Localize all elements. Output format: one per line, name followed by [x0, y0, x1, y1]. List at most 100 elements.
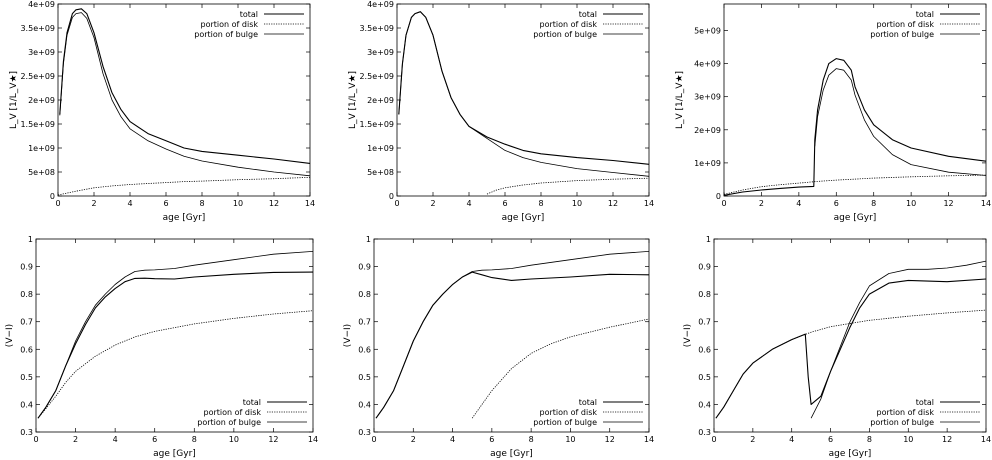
x-tick-label: 10: [233, 199, 243, 208]
x-axis-label: age [Gyr]: [829, 449, 872, 459]
series-line-portion-of-disk: [715, 309, 987, 419]
y-tick-label: 0.8: [20, 290, 33, 299]
x-tick-label: 12: [605, 435, 615, 444]
x-tick-label: 12: [942, 435, 952, 444]
x-tick-label: 4: [127, 199, 132, 208]
x-tick-label: 4: [450, 435, 455, 444]
x-tick-label: 8: [538, 199, 543, 208]
x-tick-label: 4: [789, 435, 794, 444]
x-tick-label: 12: [943, 199, 953, 208]
series-line-total: [59, 8, 311, 164]
y-tick-label: 3.5e+09: [20, 24, 55, 33]
chart-panel-6: 0 2 4 6 8 10 12 14 0.3 0.4 0.5 0.6 0.7 0.8 0.9 1 age [Gy…: [683, 235, 991, 459]
y-tick-label: 2.5e+09: [359, 72, 394, 81]
x-tick-label: 10: [572, 199, 582, 208]
y-axis-label: (V−I): [5, 324, 15, 347]
legend-label: portion of disk: [540, 408, 598, 417]
y-axis-label: L_V [1/L_V★]: [675, 71, 685, 129]
y-tick-label: 2e+09: [367, 96, 394, 105]
x-axis-label: age [Gyr]: [490, 449, 533, 459]
plot-frame: [396, 3, 650, 197]
y-tick-label: 0.8: [358, 290, 371, 299]
y-axis-label: (V−I): [343, 324, 353, 347]
y-tick-label: 3e+09: [28, 48, 55, 57]
x-tick-label: 12: [269, 199, 279, 208]
y-tick-label: 0.4: [698, 400, 711, 409]
x-tick-label: 14: [981, 199, 991, 208]
x-tick-label: 6: [502, 199, 507, 208]
x-tick-label: 0: [711, 435, 716, 444]
legend-label: total: [579, 10, 597, 19]
series-line-portion-of-bulge: [810, 260, 987, 419]
legend-label: portion of disk: [540, 20, 598, 29]
x-tick-label: 12: [608, 199, 618, 208]
y-tick-label: 3e+09: [367, 48, 394, 57]
series-line-portion-of-disk: [471, 318, 650, 419]
y-tick-label: 0.5: [20, 373, 33, 382]
legend-label: total: [243, 398, 261, 407]
x-tick-label: 6: [152, 435, 157, 444]
chart-panel-4: 0 2 4 6 8 10 12 14 0.3 0.4 0.5 0.6 0.7 0.8 0.9 1 age [Gy…: [5, 235, 318, 459]
legend-label: portion of bulge: [533, 30, 597, 39]
x-axis-label: age [Gyr]: [502, 213, 545, 223]
x-tick-label: 2: [91, 199, 96, 208]
series-line-portion-of-disk: [723, 174, 987, 195]
x-tick-label: 10: [906, 199, 916, 208]
plot-frame: [723, 3, 987, 197]
y-tick-label: 4e+09: [694, 60, 721, 69]
chart-panel-5: 0 2 4 6 8 10 12 14 0.3 0.4 0.5 0.6 0.7 0.8 0.9 1 age [Gy…: [343, 235, 654, 459]
series-line-portion-of-disk: [57, 176, 311, 196]
legend-label: total: [240, 10, 258, 19]
x-tick-label: 2: [430, 199, 435, 208]
x-tick-label: 10: [903, 435, 913, 444]
x-tick-label: 2: [73, 435, 78, 444]
legend-label: portion of disk: [201, 20, 259, 29]
x-tick-label: 0: [33, 435, 38, 444]
plot-frame: [57, 3, 311, 197]
y-tick-label: 0: [50, 192, 55, 201]
x-tick-label: 0: [721, 199, 726, 208]
legend-label: portion of disk: [877, 20, 935, 29]
y-tick-label: 1e+09: [28, 144, 55, 153]
y-tick-label: 0: [716, 192, 721, 201]
x-tick-label: 0: [371, 435, 376, 444]
x-tick-label: 8: [871, 199, 876, 208]
series-line-total: [715, 278, 987, 419]
y-tick-label: 0.7: [698, 318, 711, 327]
y-tick-label: 1: [366, 235, 371, 244]
legend-label: portion of bulge: [194, 30, 258, 39]
y-tick-label: 2.5e+09: [20, 72, 55, 81]
series-line-portion-of-bulge: [375, 251, 650, 419]
x-tick-label: 4: [466, 199, 471, 208]
y-tick-label: 1.5e+09: [359, 120, 394, 129]
x-tick-label: 14: [644, 199, 654, 208]
series-line-portion-of-bulge: [398, 11, 650, 177]
x-tick-label: 8: [867, 435, 872, 444]
x-tick-label: 6: [489, 435, 494, 444]
plot-frame: [373, 238, 650, 433]
y-tick-label: 1: [28, 235, 33, 244]
x-tick-label: 12: [268, 435, 278, 444]
y-tick-label: 5e+08: [367, 168, 394, 177]
y-axis-label: L_V [1/L_V★]: [348, 71, 358, 129]
x-tick-label: 4: [796, 199, 801, 208]
series-line-total: [375, 271, 650, 419]
y-tick-label: 4e+09: [28, 0, 55, 9]
series-line-portion-of-disk: [486, 177, 650, 195]
series-line-portion-of-bulge: [37, 251, 314, 419]
y-tick-label: 0.6: [698, 345, 711, 354]
series-line-total: [37, 271, 314, 419]
x-tick-label: 2: [411, 435, 416, 444]
series-line-portion-of-bulge: [814, 68, 987, 176]
x-tick-label: 14: [644, 435, 654, 444]
y-tick-label: 0.6: [358, 345, 371, 354]
chart-panel-2: 0 2 4 6 8 10 12 14 0 5e+08 1e+09 1.5e+09 2e+09 2.5e+0…: [348, 0, 654, 223]
y-tick-label: 3.5e+09: [359, 24, 394, 33]
legend-label: total: [916, 398, 934, 407]
y-tick-label: 0.7: [358, 318, 371, 327]
legend-label: portion of bulge: [197, 418, 261, 427]
x-tick-label: 2: [759, 199, 764, 208]
y-tick-label: 0: [389, 192, 394, 201]
chart-panel-1: 0 2 4 6 8 10 12 14 0 5e+08 1e+09 1.5e+09 2e+09 2.5e+0…: [9, 0, 315, 223]
x-axis-label: age [Gyr]: [153, 449, 196, 459]
